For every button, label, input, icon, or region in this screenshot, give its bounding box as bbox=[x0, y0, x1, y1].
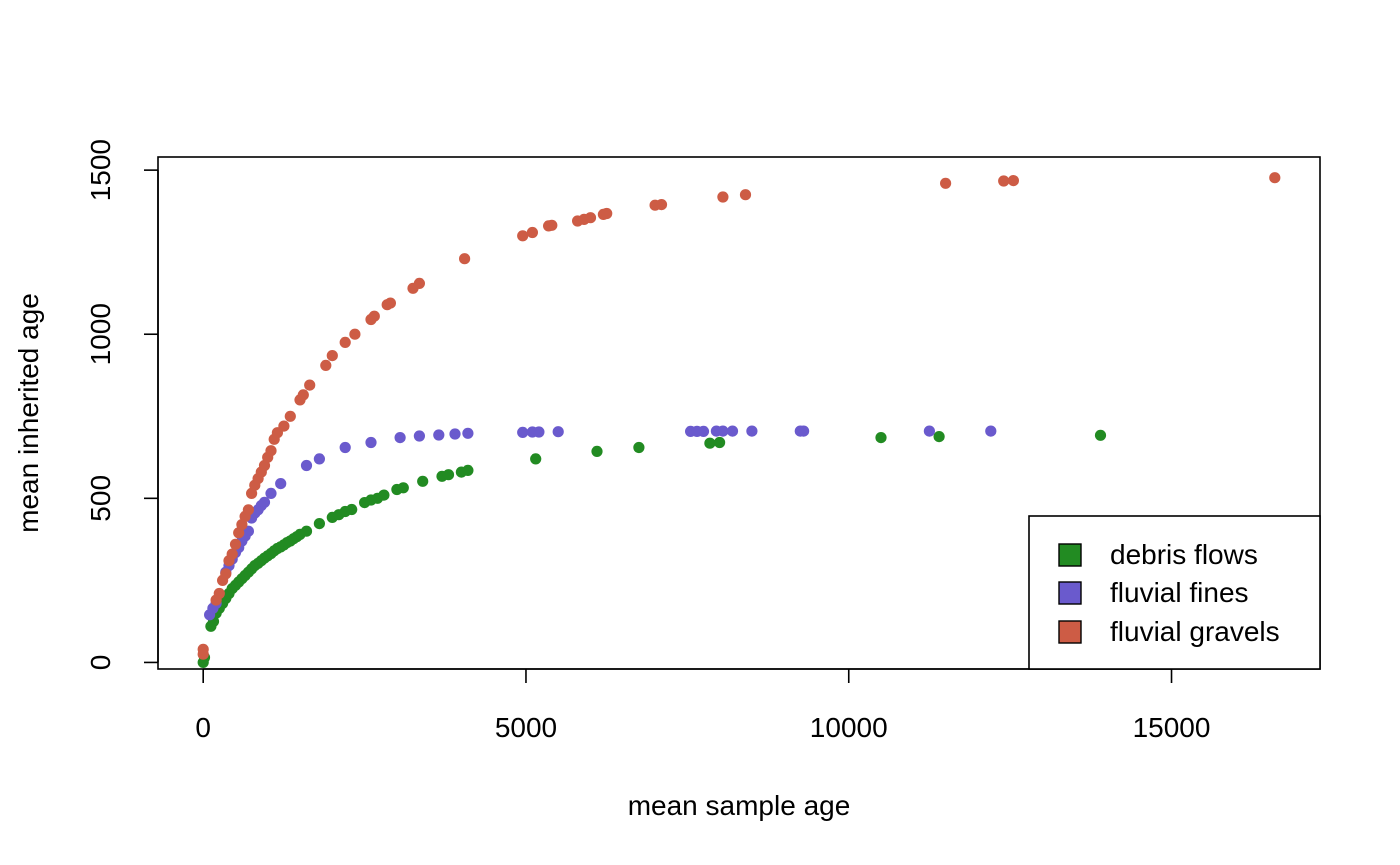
point-fluvial-gravels-8 bbox=[229, 538, 242, 550]
point-fluvial-gravels-53 bbox=[1007, 175, 1020, 187]
point-fluvial-gravels-50 bbox=[739, 189, 752, 201]
legend-label-fluvial-gravels: fluvial gravels bbox=[1110, 616, 1280, 647]
point-fluvial-fines-18 bbox=[300, 459, 313, 472]
point-debris-flows-31 bbox=[300, 525, 313, 537]
x-tick-label-0: 0 bbox=[195, 712, 211, 743]
point-fluvial-gravels-38 bbox=[517, 230, 529, 242]
point-fluvial-fines-41 bbox=[985, 425, 997, 437]
point-fluvial-gravels-51 bbox=[940, 177, 952, 189]
point-fluvial-gravels-32 bbox=[368, 310, 380, 322]
point-debris-flows-47 bbox=[462, 464, 474, 476]
point-fluvial-gravels-19 bbox=[265, 445, 277, 457]
point-fluvial-gravels-1 bbox=[197, 643, 209, 655]
point-fluvial-fines-21 bbox=[365, 436, 377, 449]
point-debris-flows-42 bbox=[397, 482, 409, 494]
point-debris-flows-43 bbox=[417, 475, 429, 487]
legend-label-fluvial-fines: fluvial fines bbox=[1110, 577, 1249, 608]
point-fluvial-fines-29 bbox=[533, 426, 545, 438]
point-fluvial-gravels-29 bbox=[339, 336, 351, 348]
x-tick-label-3: 15000 bbox=[1133, 712, 1211, 743]
point-fluvial-fines-37 bbox=[746, 425, 758, 437]
x-tick-label-1: 5000 bbox=[495, 712, 557, 743]
legend-label-debris-flows: debris flows bbox=[1110, 539, 1258, 570]
point-fluvial-fines-25 bbox=[449, 428, 461, 440]
point-fluvial-gravels-37 bbox=[459, 253, 471, 265]
point-fluvial-gravels-44 bbox=[584, 212, 597, 224]
point-debris-flows-51 bbox=[704, 437, 716, 449]
point-fluvial-fines-40 bbox=[923, 425, 936, 437]
legend-swatch-fluvial-gravels bbox=[1058, 620, 1082, 644]
x-tick-label-2: 10000 bbox=[810, 712, 888, 743]
point-fluvial-gravels-5 bbox=[220, 568, 232, 580]
point-debris-flows-55 bbox=[1094, 429, 1107, 441]
point-fluvial-fines-24 bbox=[433, 429, 445, 441]
point-fluvial-gravels-25 bbox=[297, 389, 309, 401]
point-fluvial-fines-15 bbox=[258, 496, 271, 508]
point-fluvial-gravels-22 bbox=[278, 420, 290, 432]
point-fluvial-fines-20 bbox=[339, 441, 351, 454]
legend: debris flows fluvial fines fluvial grave… bbox=[1028, 515, 1321, 670]
point-debris-flows-49 bbox=[591, 445, 603, 457]
point-fluvial-gravels-36 bbox=[413, 277, 425, 289]
point-debris-flows-48 bbox=[530, 453, 542, 465]
points-layer bbox=[197, 172, 1281, 669]
point-fluvial-fines-16 bbox=[265, 487, 277, 499]
point-fluvial-fines-35 bbox=[717, 425, 729, 437]
point-fluvial-gravels-26 bbox=[304, 379, 316, 391]
legend-swatch-debris-flows bbox=[1058, 543, 1082, 567]
point-fluvial-gravels-39 bbox=[526, 226, 539, 239]
point-fluvial-fines-19 bbox=[313, 453, 325, 465]
point-fluvial-fines-23 bbox=[413, 430, 425, 442]
point-fluvial-fines-22 bbox=[394, 432, 406, 444]
point-debris-flows-32 bbox=[313, 518, 325, 530]
point-fluvial-gravels-46 bbox=[601, 207, 613, 220]
point-fluvial-fines-30 bbox=[552, 426, 564, 438]
point-debris-flows-53 bbox=[875, 432, 887, 444]
point-fluvial-gravels-52 bbox=[998, 175, 1010, 187]
y-axis-label: mean inherited age bbox=[13, 293, 44, 533]
point-debris-flows-40 bbox=[378, 489, 390, 501]
point-fluvial-fines-33 bbox=[697, 425, 710, 437]
point-fluvial-gravels-3 bbox=[213, 587, 225, 600]
point-fluvial-gravels-28 bbox=[326, 350, 338, 362]
point-fluvial-gravels-48 bbox=[655, 199, 668, 211]
point-fluvial-gravels-54 bbox=[1269, 172, 1281, 184]
point-debris-flows-45 bbox=[442, 469, 455, 481]
x-axis-label: mean sample age bbox=[628, 790, 851, 821]
y-tick-label-1: 500 bbox=[85, 475, 116, 522]
point-fluvial-gravels-30 bbox=[349, 328, 361, 340]
y-tick-label-3: 1500 bbox=[85, 139, 116, 201]
point-fluvial-gravels-34 bbox=[384, 297, 396, 309]
x-axis: 0 5000 10000 15000 bbox=[195, 668, 1211, 743]
point-fluvial-fines-27 bbox=[517, 426, 529, 438]
point-fluvial-fines-17 bbox=[275, 478, 287, 490]
y-tick-label-0: 0 bbox=[85, 655, 116, 671]
point-debris-flows-52 bbox=[714, 436, 726, 449]
point-fluvial-gravels-49 bbox=[717, 191, 729, 203]
point-debris-flows-50 bbox=[633, 441, 645, 454]
point-fluvial-fines-36 bbox=[726, 425, 739, 437]
point-fluvial-gravels-23 bbox=[284, 410, 296, 422]
point-fluvial-fines-39 bbox=[798, 425, 810, 437]
point-fluvial-gravels-7 bbox=[226, 548, 238, 560]
point-fluvial-fines-26 bbox=[462, 427, 474, 439]
point-fluvial-gravels-12 bbox=[242, 504, 254, 516]
y-axis: 0 500 1000 1500 bbox=[85, 139, 159, 671]
legend-swatch-fluvial-fines bbox=[1058, 581, 1082, 605]
point-fluvial-gravels-27 bbox=[320, 359, 332, 371]
point-fluvial-gravels-41 bbox=[546, 219, 558, 231]
y-tick-label-2: 1000 bbox=[85, 303, 116, 365]
point-debris-flows-54 bbox=[933, 431, 945, 443]
point-debris-flows-36 bbox=[346, 503, 358, 516]
